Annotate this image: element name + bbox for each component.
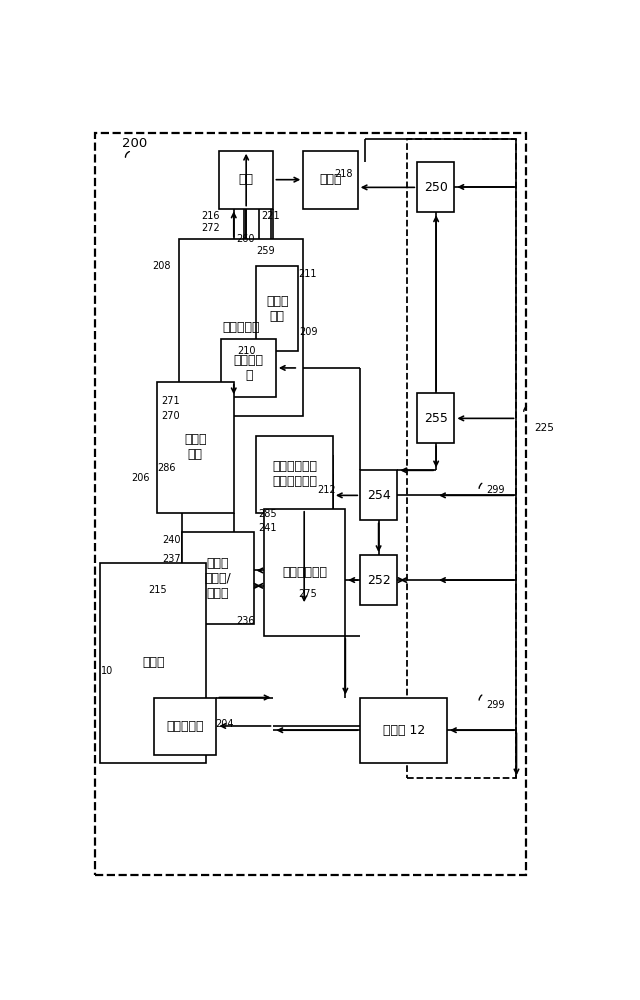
Bar — [154, 698, 216, 755]
Text: 10: 10 — [101, 666, 113, 676]
Bar — [179, 239, 303, 416]
Text: 286: 286 — [157, 463, 175, 473]
Text: 270: 270 — [161, 411, 180, 421]
Text: 211: 211 — [298, 269, 317, 279]
Bar — [417, 393, 454, 443]
Text: 225: 225 — [534, 423, 554, 433]
Bar — [264, 509, 346, 636]
Bar — [360, 555, 397, 605]
Text: 制动器: 制动器 — [319, 173, 342, 186]
Text: 275: 275 — [298, 589, 317, 599]
Text: 254: 254 — [367, 489, 390, 502]
Text: 250: 250 — [424, 181, 448, 194]
Text: 237: 237 — [162, 554, 180, 564]
Text: 216: 216 — [202, 211, 220, 221]
Text: 259: 259 — [256, 246, 275, 256]
Text: 齿式离
合器: 齿式离 合器 — [266, 295, 289, 323]
Text: 212: 212 — [317, 485, 335, 495]
Text: 210: 210 — [237, 346, 256, 356]
Bar — [256, 266, 298, 351]
Text: 218: 218 — [334, 169, 353, 179]
Bar — [417, 162, 454, 212]
Text: 液力变
矩器: 液力变 矩器 — [184, 433, 207, 461]
Bar — [360, 470, 397, 520]
Bar — [221, 339, 276, 397]
Text: 集成式
启动器/
发电机: 集成式 启动器/ 发电机 — [204, 557, 231, 600]
Text: 208: 208 — [152, 261, 170, 271]
Text: 206: 206 — [131, 473, 150, 483]
Text: 236: 236 — [236, 615, 255, 626]
Text: 发动机: 发动机 — [142, 656, 164, 669]
Text: 241: 241 — [259, 523, 277, 533]
Bar — [157, 382, 234, 513]
Text: 控制器 12: 控制器 12 — [383, 724, 425, 737]
Bar — [95, 133, 526, 875]
Text: 扭矩致动器: 扭矩致动器 — [166, 720, 204, 733]
Text: 215: 215 — [148, 585, 167, 595]
Bar — [219, 151, 273, 209]
Bar — [303, 151, 358, 209]
Bar — [256, 436, 333, 513]
Text: 299: 299 — [486, 485, 505, 495]
Text: 252: 252 — [367, 574, 390, 587]
Text: 260: 260 — [236, 234, 255, 244]
Text: 200: 200 — [122, 137, 147, 150]
Bar — [100, 563, 207, 763]
Text: 299: 299 — [486, 700, 505, 710]
Bar — [360, 698, 447, 763]
Text: 285: 285 — [259, 509, 277, 519]
Bar — [182, 532, 253, 624]
Text: 电能存储装置: 电能存储装置 — [282, 566, 327, 579]
Text: 自动变速器: 自动变速器 — [223, 321, 260, 334]
Text: 240: 240 — [162, 535, 180, 545]
Text: 255: 255 — [424, 412, 448, 425]
Text: 209: 209 — [300, 327, 318, 337]
Text: 221: 221 — [261, 211, 280, 221]
Text: 车轮: 车轮 — [239, 173, 253, 186]
Text: 前进离合
器: 前进离合 器 — [234, 354, 264, 382]
Text: 271: 271 — [161, 396, 180, 406]
Text: 液力变矩器旁
通锁止离合器: 液力变矩器旁 通锁止离合器 — [272, 460, 317, 488]
Text: 272: 272 — [201, 223, 220, 233]
Bar — [408, 139, 516, 778]
Text: 204: 204 — [216, 719, 234, 729]
